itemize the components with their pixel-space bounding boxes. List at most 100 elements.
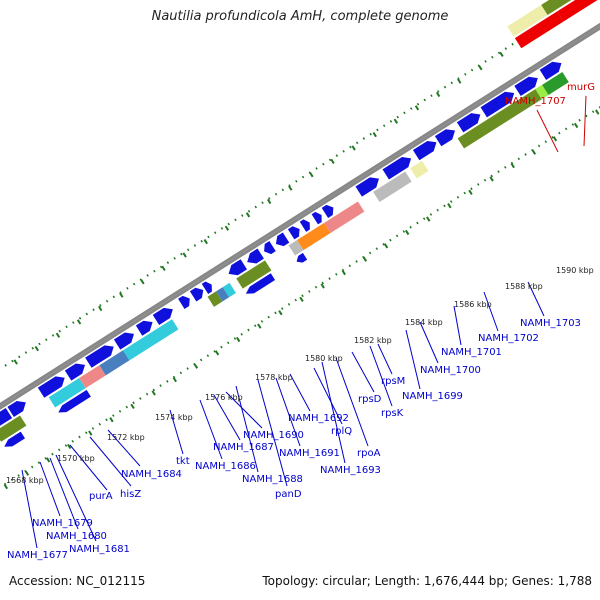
gene-label: NAMH_1701 [441, 347, 502, 358]
ruler-tick [404, 229, 410, 236]
ruler-tick [88, 430, 93, 436]
leader-line [107, 429, 141, 467]
ruler-tick [245, 212, 251, 218]
backbone-track [0, 22, 600, 410]
leader-line [275, 377, 301, 447]
ruler-tick [309, 172, 314, 178]
ruler-tick [447, 203, 452, 209]
gene-label: NAMH_1691 [279, 448, 340, 459]
ruler-tick [320, 283, 325, 289]
gene-label: NAMH_1690 [243, 430, 304, 441]
gene-label: NAMH_1702 [478, 333, 539, 344]
ruler-tick [266, 198, 272, 205]
gene-label: NAMH_1699 [402, 391, 463, 402]
accession-label: Accession: NC_012115 [9, 574, 146, 588]
forward-cds-arrow [189, 287, 204, 302]
leader-line [213, 394, 241, 441]
cog-band [215, 287, 230, 302]
leader-line [169, 409, 184, 455]
ruler-tick [299, 296, 304, 302]
forward-cds-arrow [321, 204, 334, 218]
scale-label: 1580 kbp [305, 354, 343, 363]
ruler-tick [140, 279, 145, 285]
forward-cds-arrow [0, 407, 13, 426]
leader-line [536, 109, 559, 153]
leader-line [235, 385, 259, 473]
gene-label-highlight: murG [567, 82, 595, 93]
gene-label: rpsD [358, 394, 382, 405]
gene-label: rpsM [381, 376, 405, 387]
ruler-tick [351, 145, 356, 151]
highlight-feature [507, 4, 548, 37]
cog-band [236, 260, 272, 289]
forward-cds-arrow [434, 129, 456, 147]
ruler-tick [595, 109, 600, 115]
forward-cds-arrow [299, 219, 310, 232]
scale-label: 1588 kbp [505, 282, 543, 291]
ruler-tick [288, 185, 293, 191]
forward-cds-arrow [37, 376, 65, 398]
gene-label: NAMH_1679 [32, 518, 93, 529]
ruler-tick [55, 332, 61, 338]
scale-label: 1574 kbp [155, 413, 193, 422]
backbone-line [0, 22, 600, 407]
gene-label: tkt [176, 456, 190, 467]
cog-band [410, 160, 429, 179]
highlight-feature [541, 0, 572, 16]
forward-cds-arrow [514, 76, 538, 96]
forward-cds-arrow [456, 113, 481, 133]
cog-band [297, 222, 331, 251]
scale-label: 1568 kbp [6, 476, 44, 485]
forward-cds-arrow [113, 332, 134, 350]
leader-line [257, 379, 288, 487]
ruler-tick [362, 256, 368, 262]
highlight-feature [557, 0, 598, 22]
forward-cds-arrow [85, 345, 114, 368]
ruler-tick [3, 483, 9, 490]
leader-line [199, 399, 223, 460]
leader-line [419, 321, 439, 364]
gene-label: purA [89, 491, 113, 502]
cog-band [123, 319, 179, 361]
ruler-tick [13, 359, 18, 365]
reverse-cds-arrow [296, 252, 308, 263]
gene-label: rpsK [381, 408, 404, 419]
ruler-tick [426, 216, 431, 222]
scale-label: 1578 kbp [255, 373, 293, 382]
cog-band [542, 71, 569, 95]
forward-cds-arrow [7, 400, 26, 418]
forward-cds-arrow [539, 61, 562, 80]
gene-label: rpoA [357, 448, 381, 459]
forward-cds-arrow [311, 211, 322, 225]
leader-line [527, 281, 545, 317]
ruler-tick [489, 176, 494, 182]
leader-line [377, 343, 393, 375]
forward-cds-arrow [264, 241, 276, 255]
forward-cds-arrow [382, 157, 412, 180]
leader-line [405, 329, 421, 390]
ruler-tick [161, 265, 166, 272]
ruler-tick [151, 390, 156, 396]
leader-line [89, 436, 132, 487]
cog-band [0, 415, 27, 442]
forward-cds-arrow [228, 259, 248, 276]
leader-line [453, 305, 462, 346]
gene-label: NAMH_1681 [69, 544, 130, 555]
leader-line [225, 391, 263, 429]
scale-label: 1572 kbp [107, 433, 145, 442]
ruler-tick [214, 350, 220, 356]
ruler-tick [552, 136, 558, 142]
cog-band [79, 365, 106, 389]
ruler-tick [573, 122, 579, 129]
gene-label-highlight: NAMH_1707 [505, 96, 566, 107]
gene-label: NAMH_1687 [213, 442, 274, 453]
ruler-tick [414, 105, 420, 111]
dotted-ruler-lines [0, 0, 600, 490]
forward-cds-arrow [152, 307, 173, 325]
feature-tracks [0, 0, 598, 447]
ruler-tick [67, 443, 72, 450]
leader-line [321, 361, 346, 464]
ruler-tick [383, 243, 389, 249]
